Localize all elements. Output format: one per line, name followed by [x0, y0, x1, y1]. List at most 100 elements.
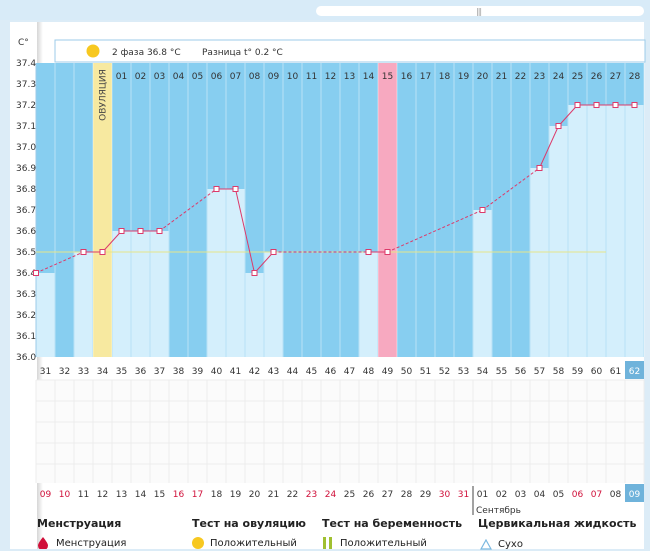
column-id-label: 52 [439, 367, 450, 377]
column-id-label: 42 [249, 367, 260, 377]
temperature-bar [150, 231, 169, 357]
phase-info-box [54, 39, 646, 63]
temperature-segment [482, 167, 540, 211]
temperature-point [574, 102, 581, 108]
date-label: 09 [40, 490, 52, 500]
date-label: 08 [610, 490, 622, 500]
temperature-bar [207, 189, 226, 357]
column-id-label: 53 [458, 367, 469, 377]
temperature-point [479, 207, 486, 213]
column-id-label: 57 [534, 367, 545, 377]
unit-label: C° [18, 38, 29, 48]
temperature-diff-label: Разница t° 0.2 °C [202, 48, 283, 58]
temperature-point [33, 270, 39, 276]
temperature-bar [131, 231, 150, 357]
legend-item-menstruation: Менструация [56, 538, 127, 549]
cycle-day-label: 27 [610, 72, 621, 82]
column-id-label: 51 [420, 367, 431, 377]
date-label: 22 [287, 490, 298, 500]
scroll-track[interactable]: ||| [316, 6, 644, 16]
date-label: 23 [306, 490, 317, 500]
column-id-label: 61 [610, 367, 621, 377]
cycle-day-label: 20 [477, 72, 489, 82]
temperature-point [536, 165, 543, 171]
column-id-label: 31 [40, 367, 51, 377]
cycle-day-label: 21 [496, 72, 507, 82]
top-scrollbar[interactable]: ||| [0, 0, 650, 20]
column-id-label: 48 [363, 367, 375, 377]
scroll-grip-icon[interactable]: ||| [476, 7, 482, 16]
legend-heading-ovulation-test: Тест на овуляцию [192, 517, 306, 530]
temperature-segment [558, 104, 578, 127]
date-label: 02 [496, 490, 507, 500]
temperature-bar [625, 105, 644, 357]
temperature-segment [35, 251, 84, 274]
y-tick-label: 37.2 [16, 101, 36, 111]
column-id-label: 38 [173, 367, 185, 377]
column-id-label: 43 [268, 367, 279, 377]
sun-icon [192, 537, 204, 549]
blood-drop-icon [38, 537, 48, 549]
cycle-day-label: 08 [249, 72, 261, 82]
cycle-day-label: 18 [439, 72, 451, 82]
cycle-day-label: 13 [344, 72, 355, 82]
temperature-point [612, 102, 619, 108]
date-label: 04 [534, 490, 546, 500]
cycle-day-label: 28 [629, 72, 641, 82]
last-date-badge [625, 484, 644, 502]
y-tick-label: 36.5 [16, 248, 36, 258]
column-id-label: 41 [230, 367, 241, 377]
column-id-label: 44 [287, 367, 299, 377]
legend-item-ovulation-positive: Положительный [210, 538, 297, 549]
last-column-badge [625, 361, 644, 379]
legend-item-dry: Сухо [498, 539, 523, 550]
cycle-day-label: 03 [154, 72, 165, 82]
temperature-bar [359, 252, 378, 357]
cycle-day-label: 10 [287, 72, 299, 82]
ovulation-label: ОВУЛЯЦИЯ [99, 69, 109, 121]
date-label: 31 [458, 490, 469, 500]
temperature-point [251, 270, 258, 276]
column-id-label: 32 [59, 367, 70, 377]
sun-icon [86, 44, 100, 58]
temperature-point [365, 249, 372, 255]
date-label: 13 [116, 490, 127, 500]
date-label: 14 [135, 490, 147, 500]
date-label: 10 [59, 490, 71, 500]
column-id-label: 58 [553, 367, 565, 377]
temperature-bar [473, 210, 492, 357]
y-tick-label: 36.4 [16, 269, 36, 279]
cycle-day-label: 12 [325, 72, 336, 82]
date-label: 26 [363, 490, 375, 500]
y-tick-label: 37.3 [16, 80, 36, 90]
cycle-day-label: 19 [458, 72, 470, 82]
legend-heading-cervical-fluid: Цервикальная жидкость [478, 517, 637, 530]
date-label: 15 [154, 490, 165, 500]
temperature-point [593, 102, 600, 108]
temperature-point [156, 228, 163, 234]
date-label: 16 [173, 490, 185, 500]
cycle-day-label: 11 [306, 72, 317, 82]
cycle-day-label: 26 [591, 72, 603, 82]
temperature-segment [235, 188, 255, 274]
column-id-label: 60 [591, 367, 603, 377]
date-label: 27 [382, 490, 393, 500]
date-label: 17 [192, 490, 203, 500]
y-tick-label: 36.0 [16, 353, 36, 363]
temperature-bar [245, 273, 264, 357]
column-id-label: 47 [344, 367, 355, 377]
temperature-bar [549, 126, 568, 357]
temperature-point [555, 123, 562, 129]
column-id-label: 36 [135, 367, 147, 377]
ovulation-column [93, 63, 112, 357]
column-id-label: 37 [154, 367, 165, 377]
column-id-label: 46 [325, 367, 337, 377]
temperature-bar [568, 105, 587, 357]
cycle-day-label: 02 [135, 72, 146, 82]
temperature-point [137, 228, 144, 234]
cycle-day-label: 09 [268, 72, 280, 82]
y-tick-label: 36.6 [16, 227, 36, 237]
date-label: 03 [515, 490, 526, 500]
temperature-bar [226, 189, 245, 357]
